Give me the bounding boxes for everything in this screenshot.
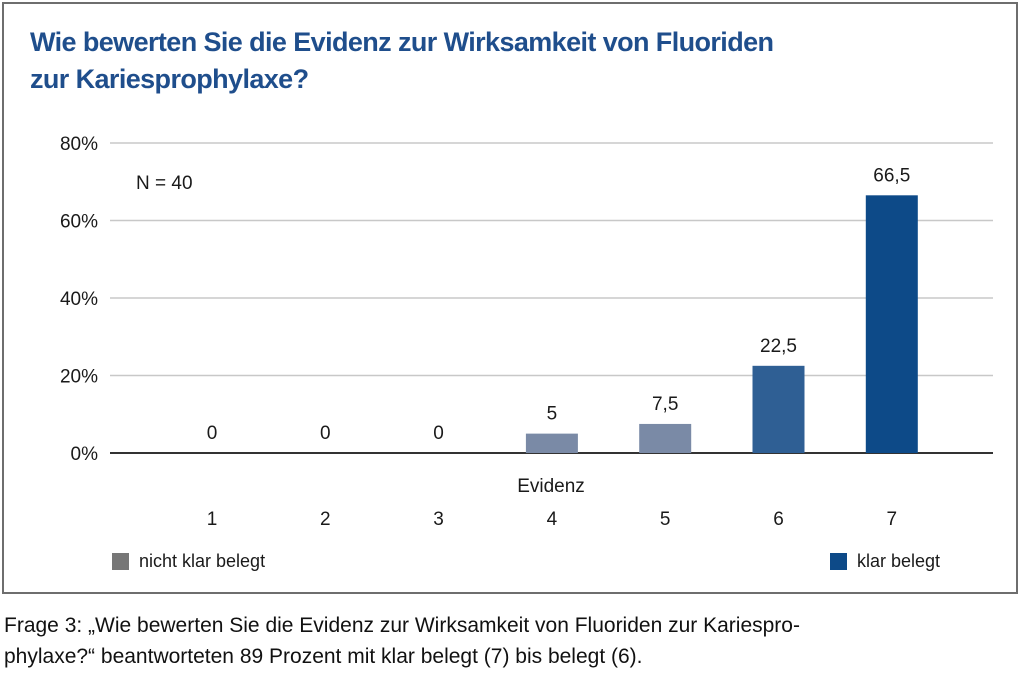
x-tick-label: 6: [773, 509, 784, 530]
legend-swatch-gray: [112, 553, 129, 570]
x-tick-label: 2: [320, 509, 331, 530]
bar-value-label: 66,5: [873, 165, 910, 186]
bar-7: [865, 195, 918, 453]
y-tick-label: 20%: [60, 367, 98, 388]
bar-value-label: 5: [547, 404, 558, 425]
bar-value-label: 22,5: [760, 336, 797, 357]
legend-item-clear: klar belegt: [830, 551, 940, 572]
chart-title: Wie bewerten Sie die Evidenz zur Wirksam…: [30, 24, 930, 98]
bar-value-label: 7,5: [652, 394, 678, 415]
bars: [525, 195, 918, 453]
bar-chart: 0% 20% 40% 60% 80% 0 0 0 5 7,5 22,5 66,5 1 2 3 4 5 6 7 N…: [60, 134, 993, 530]
legend-label-clear: klar belegt: [857, 551, 941, 571]
sample-size-annotation: N = 40: [136, 173, 193, 194]
legend-label-not-clear: nicht klar belegt: [139, 551, 266, 571]
legend-swatch-blue: [830, 553, 847, 570]
caption-line-2: phylaxe?“ beantworteten 89 Prozent mit k…: [4, 645, 643, 668]
x-tick-label: 3: [433, 509, 444, 530]
caption-line-1: Frage 3: „Wie bewerten Sie die Evidenz z…: [4, 614, 800, 637]
legend-item-not-clear: nicht klar belegt: [112, 551, 265, 572]
y-tick-label: 80%: [60, 134, 98, 155]
x-tick-label: 1: [207, 509, 218, 530]
chart-title-line-2: zur Kariesprophylaxe?: [30, 64, 309, 94]
x-tick-label: 7: [887, 509, 898, 530]
bar-5: [639, 423, 692, 453]
x-axis-tick-labels: 1 2 3 4 5 6 7: [207, 509, 897, 530]
y-axis-tick-labels: 0% 20% 40% 60% 80%: [60, 134, 98, 465]
y-tick-label: 0%: [71, 444, 99, 465]
y-tick-label: 60%: [60, 212, 98, 233]
bar-value-label: 0: [320, 423, 331, 444]
gridlines: [110, 142, 993, 454]
chart-title-line-1: Wie bewerten Sie die Evidenz zur Wirksam…: [30, 27, 774, 57]
x-axis-title: Evidenz: [517, 476, 585, 497]
bar-value-label: 0: [433, 423, 444, 444]
y-tick-label: 40%: [60, 289, 98, 310]
bar-4: [525, 433, 578, 453]
bar-value-labels: 0 0 0 5 7,5 22,5 66,5: [207, 165, 911, 444]
bar-value-label: 0: [207, 423, 218, 444]
x-tick-label: 5: [660, 509, 671, 530]
x-tick-label: 4: [547, 509, 558, 530]
figure-caption: Frage 3: „Wie bewerten Sie die Evidenz z…: [4, 610, 1014, 672]
bar-6: [752, 365, 805, 453]
